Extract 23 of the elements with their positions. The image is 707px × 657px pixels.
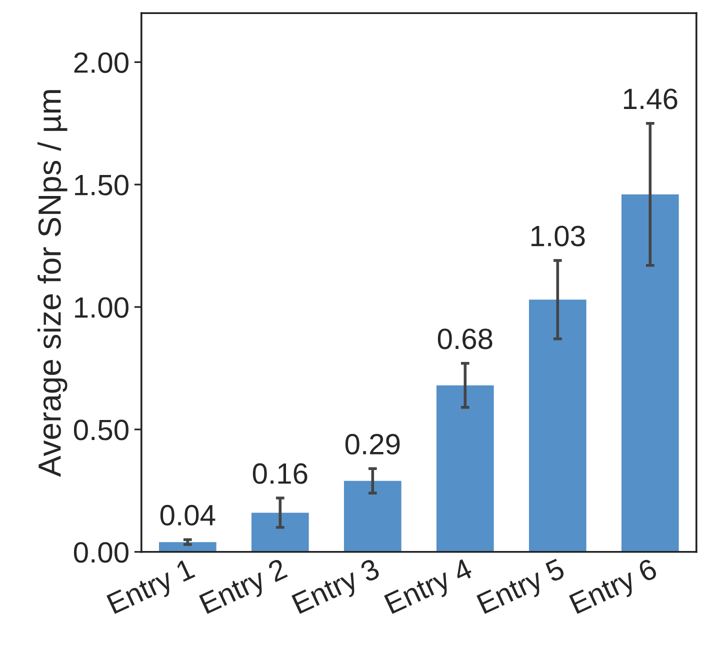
- bar: [528, 300, 586, 552]
- x-tick-label: Entry 6: [568, 558, 660, 620]
- data-label: 0.29: [345, 434, 400, 455]
- x-tick-label: Entry 5: [476, 558, 568, 620]
- y-tick-label: 0.50: [74, 420, 128, 440]
- x-tick-label: Entry 4: [384, 558, 476, 620]
- bar: [158, 542, 216, 552]
- bar: [344, 480, 402, 552]
- y-axis-title: Average size for SNps / µm: [38, 90, 68, 477]
- bar: [436, 385, 494, 552]
- bar: [621, 194, 679, 552]
- data-label: 1.03: [531, 226, 585, 246]
- y-tick-label: 1.50: [75, 174, 128, 196]
- x-tick-label: Entry 2: [198, 558, 290, 620]
- y-tick-label: 0.00: [74, 542, 128, 563]
- y-tick-label: 1.00: [75, 297, 128, 318]
- data-label: 0.68: [438, 328, 492, 350]
- bar: [251, 512, 309, 552]
- data-label: 1.46: [624, 88, 678, 110]
- x-tick-label: Entry 3: [291, 558, 383, 620]
- data-label: 0.04: [160, 504, 216, 526]
- data-label: 0.16: [252, 463, 308, 484]
- y-tick-label: 2.00: [74, 52, 128, 73]
